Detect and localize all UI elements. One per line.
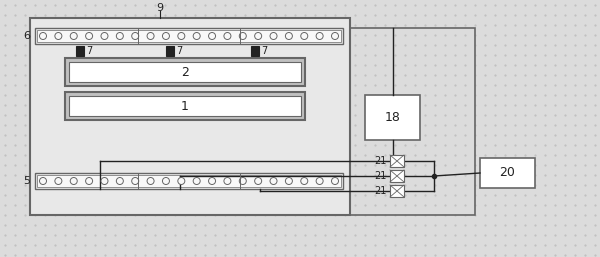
Circle shape — [116, 178, 124, 185]
Circle shape — [147, 32, 154, 40]
Circle shape — [331, 178, 338, 185]
Circle shape — [101, 178, 108, 185]
Circle shape — [55, 178, 62, 185]
Circle shape — [178, 32, 185, 40]
Circle shape — [70, 32, 77, 40]
Text: 7: 7 — [86, 46, 92, 56]
Bar — [35, 28, 343, 44]
Circle shape — [116, 32, 124, 40]
Circle shape — [316, 178, 323, 185]
Text: 1: 1 — [181, 99, 189, 113]
Text: 7: 7 — [261, 46, 267, 56]
Circle shape — [132, 178, 139, 185]
Circle shape — [193, 178, 200, 185]
Bar — [251, 46, 259, 56]
Circle shape — [209, 178, 215, 185]
Circle shape — [163, 32, 169, 40]
Text: 5: 5 — [23, 176, 30, 186]
Circle shape — [193, 32, 200, 40]
Bar — [35, 173, 343, 189]
Circle shape — [209, 32, 215, 40]
Bar — [37, 30, 341, 42]
Bar — [390, 170, 404, 182]
Bar — [65, 92, 305, 120]
Bar — [480, 158, 535, 188]
Bar — [69, 62, 301, 82]
Circle shape — [163, 178, 169, 185]
Text: 9: 9 — [157, 3, 164, 13]
Circle shape — [86, 178, 92, 185]
Circle shape — [147, 178, 154, 185]
Bar — [365, 95, 420, 140]
Bar — [30, 18, 350, 215]
Bar — [69, 96, 301, 116]
Circle shape — [40, 32, 47, 40]
Circle shape — [270, 32, 277, 40]
Circle shape — [270, 178, 277, 185]
Text: 6: 6 — [23, 31, 30, 41]
Circle shape — [254, 32, 262, 40]
Circle shape — [254, 178, 262, 185]
Circle shape — [331, 32, 338, 40]
Bar — [350, 28, 475, 215]
Circle shape — [239, 32, 246, 40]
Circle shape — [132, 32, 139, 40]
Text: 21: 21 — [374, 156, 387, 166]
Circle shape — [224, 178, 231, 185]
Text: 18: 18 — [385, 111, 400, 124]
Bar — [166, 46, 174, 56]
Text: 2: 2 — [181, 66, 189, 78]
Circle shape — [301, 178, 308, 185]
Bar — [390, 185, 404, 197]
Circle shape — [239, 178, 246, 185]
Bar — [390, 155, 404, 167]
Circle shape — [224, 32, 231, 40]
Circle shape — [286, 32, 292, 40]
Circle shape — [316, 32, 323, 40]
Bar — [65, 58, 305, 86]
Text: 20: 20 — [500, 167, 515, 179]
Bar — [37, 175, 341, 187]
Circle shape — [301, 32, 308, 40]
Circle shape — [286, 178, 292, 185]
Circle shape — [70, 178, 77, 185]
Bar — [76, 46, 84, 56]
Circle shape — [86, 32, 92, 40]
Text: 21: 21 — [374, 171, 387, 181]
Text: 7: 7 — [176, 46, 182, 56]
Circle shape — [178, 178, 185, 185]
Text: 21: 21 — [374, 186, 387, 196]
Circle shape — [55, 32, 62, 40]
Circle shape — [40, 178, 47, 185]
Circle shape — [101, 32, 108, 40]
